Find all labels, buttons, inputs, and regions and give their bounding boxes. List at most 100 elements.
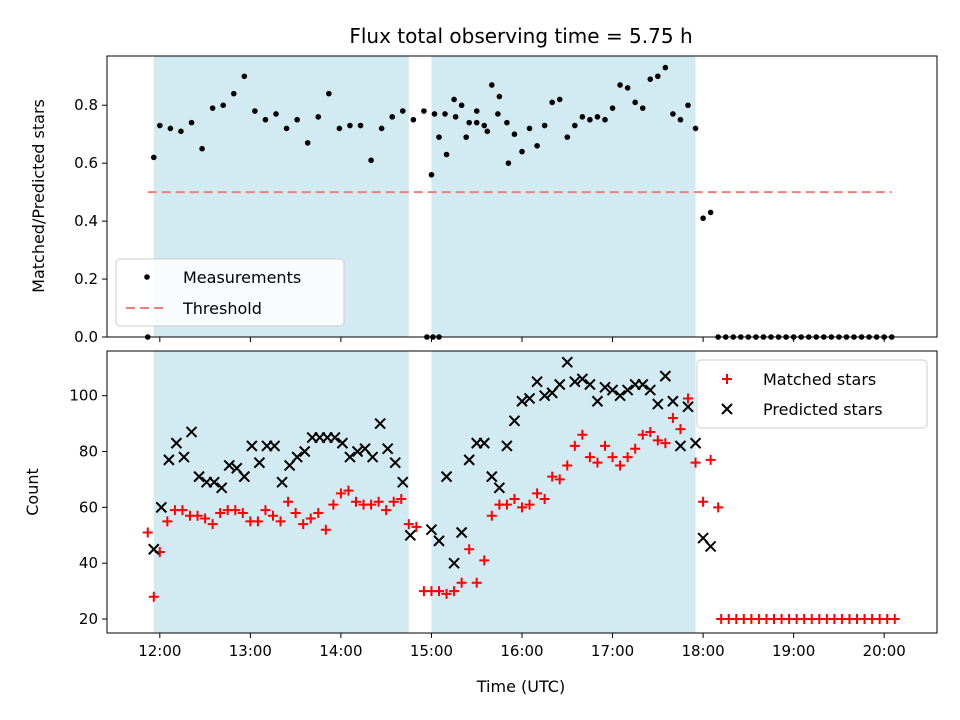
predicted-star-point <box>659 370 672 382</box>
measurement-point <box>466 119 472 126</box>
top-legend-box <box>115 258 345 327</box>
measurement-point <box>443 151 450 158</box>
matched-star-point <box>501 499 512 510</box>
predicted-star-point <box>576 373 589 385</box>
matched-star-point <box>142 527 153 538</box>
measurement-point <box>541 122 548 129</box>
matched-star-point <box>388 496 399 507</box>
x-tick-label: 12:00 <box>138 642 181 660</box>
measurement-point <box>579 114 586 120</box>
predicted-star-point <box>178 451 190 463</box>
top-legend: Measurements Threshold <box>115 258 345 327</box>
bottom-y-axis-title: Count <box>23 468 42 516</box>
measurement-point <box>442 111 448 117</box>
matched-star-point <box>237 507 248 518</box>
matched-star-point <box>562 460 573 471</box>
matched-star-point <box>252 516 263 527</box>
matched-star-point <box>366 499 377 510</box>
matched-star-point <box>486 510 497 521</box>
matched-star-point <box>637 429 648 440</box>
measurement-point <box>617 82 623 88</box>
measurement-point <box>421 108 427 114</box>
matched-star-point <box>607 452 618 463</box>
predicted-star-point <box>433 535 445 547</box>
measurement-point <box>463 134 469 140</box>
measurement-point <box>484 128 491 135</box>
predicted-star-point <box>374 417 386 430</box>
predicted-star-point <box>689 437 702 449</box>
matched-star-point <box>290 507 301 518</box>
legend-marker-matched <box>722 374 732 384</box>
predicted-star-point <box>493 482 506 494</box>
matched-star-point <box>177 505 188 516</box>
matched-star-point <box>351 496 361 507</box>
measurement-point <box>647 76 654 82</box>
observing-span <box>431 56 696 337</box>
x-tick-label: 18:00 <box>681 642 724 660</box>
matched-star-point <box>411 521 422 532</box>
measurement-point <box>336 125 343 132</box>
predicted-star-point <box>486 470 498 483</box>
y-tick-label: 0.2 <box>74 270 98 288</box>
predicted-star-point <box>621 384 634 396</box>
measurement-point <box>326 90 332 97</box>
predicted-star-point <box>531 376 543 388</box>
measurement-point <box>458 102 465 109</box>
measurement-point <box>157 122 163 129</box>
predicted-star-point <box>606 384 619 396</box>
matched-star-point <box>305 513 316 524</box>
measurement-point <box>315 114 322 120</box>
predicted-star-point <box>404 529 417 541</box>
matched-star-point <box>283 496 294 507</box>
matched-star-point <box>162 516 173 527</box>
measurement-point <box>572 122 578 129</box>
predicted-star-point <box>455 526 468 539</box>
predicted-star-point <box>704 540 717 553</box>
measurement-point <box>167 125 174 132</box>
matched-star-point <box>373 496 384 507</box>
measurement-point <box>594 114 601 120</box>
measurement-point <box>473 119 480 126</box>
measurement-point <box>150 154 157 161</box>
predicted-star-point <box>163 454 175 466</box>
predicted-star-point <box>561 356 573 368</box>
measurement-point <box>199 145 205 152</box>
predicted-star-point <box>366 451 379 463</box>
matched-star-point <box>449 586 460 597</box>
predicted-star-point <box>291 451 303 463</box>
matched-star-point <box>592 457 603 468</box>
predicted-star-point <box>329 431 341 444</box>
matched-star-point <box>577 429 588 440</box>
legend-marker-measurements <box>144 274 150 280</box>
bottom-legend: Matched stars Predicted stars <box>696 359 928 429</box>
y-tick-label: 20 <box>79 610 98 628</box>
y-tick-label: 80 <box>79 443 98 461</box>
measurement-point <box>700 215 706 222</box>
measurement-point <box>347 122 353 129</box>
legend-label-predicted: Predicted stars <box>763 400 883 419</box>
predicted-star-point <box>554 378 566 391</box>
y-tick-label: 0.4 <box>74 212 98 230</box>
predicted-star-point <box>336 437 349 449</box>
predicted-star-point <box>246 440 258 452</box>
predicted-star-point <box>614 389 626 402</box>
y-tick-label: 100 <box>69 387 98 405</box>
matched-star-point <box>192 510 203 521</box>
predicted-star-point <box>223 459 235 472</box>
x-axis-title: Time (UTC) <box>476 677 565 696</box>
matched-star-point <box>434 586 444 597</box>
measurement-point <box>230 90 237 97</box>
predicted-star-point <box>674 440 687 452</box>
matched-star-point <box>456 577 467 588</box>
measurement-point <box>368 157 374 164</box>
measurement-point <box>273 111 279 117</box>
predicted-star-point <box>397 476 409 488</box>
x-tick-label: 19:00 <box>772 642 815 660</box>
top-y-axis-title: Matched/Predicted stars <box>29 99 48 293</box>
measurement-point <box>410 116 417 123</box>
predicted-star-point <box>516 395 528 407</box>
matched-star-point <box>675 424 686 435</box>
predicted-star-point <box>652 398 664 410</box>
measurement-point <box>220 102 226 109</box>
measurement-point <box>519 148 525 155</box>
